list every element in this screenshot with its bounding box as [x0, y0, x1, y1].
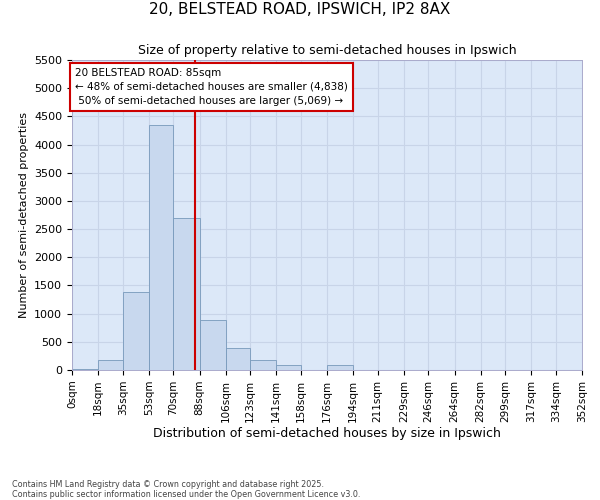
Text: Contains HM Land Registry data © Crown copyright and database right 2025.
Contai: Contains HM Land Registry data © Crown c… [12, 480, 361, 499]
Bar [226, 348, 250, 370]
Text: 20, BELSTEAD ROAD, IPSWICH, IP2 8AX: 20, BELSTEAD ROAD, IPSWICH, IP2 8AX [149, 2, 451, 18]
Bar [250, 360, 276, 370]
Title: Size of property relative to semi-detached houses in Ipswich: Size of property relative to semi-detach… [137, 44, 517, 58]
Bar [123, 292, 149, 370]
Bar [98, 360, 123, 370]
Bar [199, 320, 226, 370]
Text: 20 BELSTEAD ROAD: 85sqm
← 48% of semi-detached houses are smaller (4,838)
 50% o: 20 BELSTEAD ROAD: 85sqm ← 48% of semi-de… [75, 68, 348, 106]
Bar [327, 366, 353, 370]
X-axis label: Distribution of semi-detached houses by size in Ipswich: Distribution of semi-detached houses by … [153, 428, 501, 440]
Bar [149, 125, 173, 370]
Bar [72, 369, 98, 370]
Bar [276, 366, 301, 370]
Y-axis label: Number of semi-detached properties: Number of semi-detached properties [19, 112, 29, 318]
Bar [173, 218, 200, 370]
